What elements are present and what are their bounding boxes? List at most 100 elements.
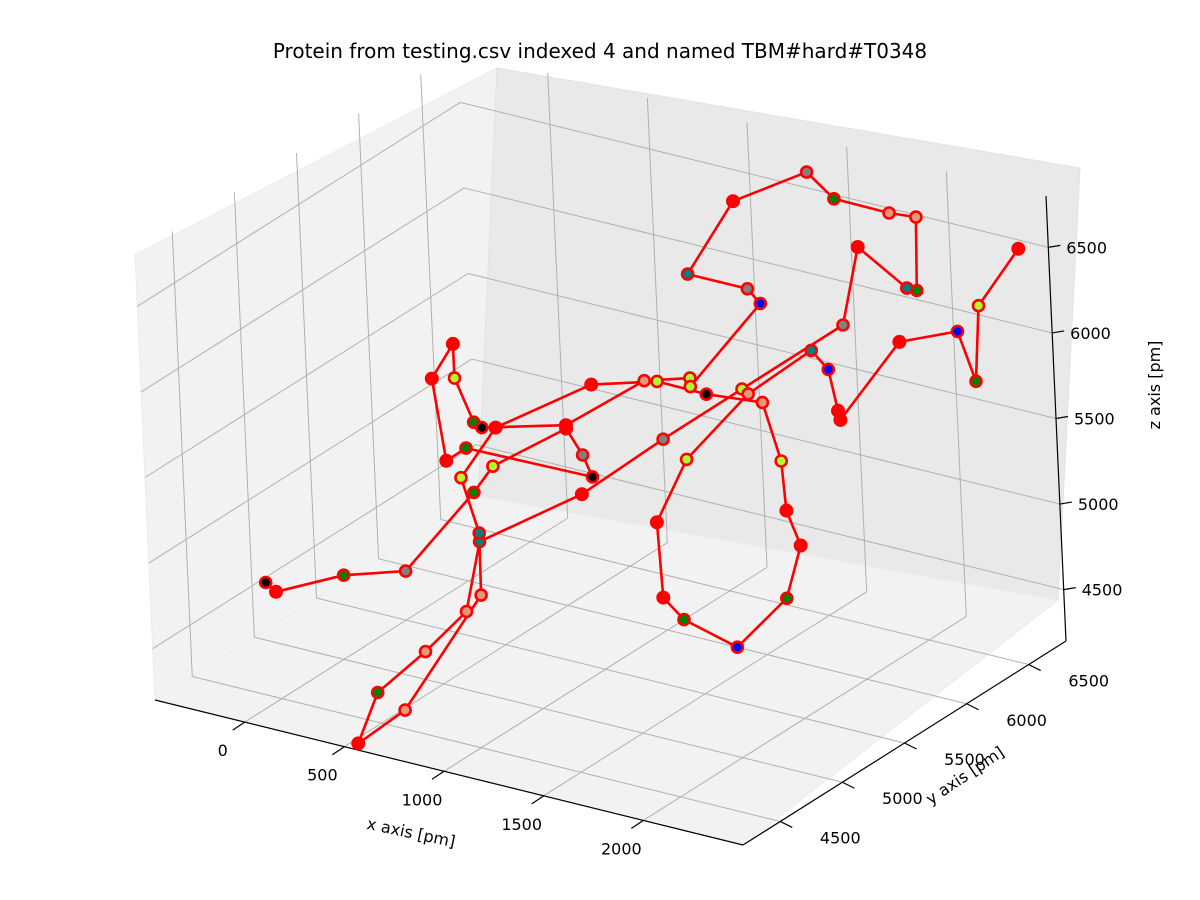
residue-point (680, 267, 695, 281)
residue-point (726, 194, 740, 209)
residue-point (398, 564, 413, 578)
z-tick-label: 6000 (1070, 324, 1111, 343)
residue-point (574, 487, 589, 502)
residue-point (424, 371, 439, 386)
residue-point (474, 420, 489, 435)
residue-point (793, 538, 808, 553)
residue-point (730, 640, 745, 655)
residue-point (804, 343, 819, 358)
residue-point (269, 584, 283, 599)
residue-point (558, 418, 573, 433)
residue-point (1011, 241, 1026, 256)
x-axis-line (154, 699, 744, 846)
x-tick-label: 1500 (501, 815, 542, 834)
residue-point (467, 485, 481, 500)
residue-point (741, 387, 756, 401)
residue-point (488, 420, 503, 435)
z-tick-mark (1059, 501, 1072, 505)
residue-point (486, 459, 500, 474)
residue-point (585, 470, 600, 484)
y-tick-mark (842, 781, 855, 789)
residue-point (850, 240, 865, 254)
chart-title: Protein from testing.csv indexed 4 and n… (273, 39, 927, 63)
z-grid-left (137, 101, 461, 307)
z-tick-label: 5000 (1078, 495, 1119, 514)
y-tick-mark (966, 703, 979, 711)
residue-point (439, 453, 454, 468)
residue-point (336, 568, 351, 583)
residue-point (445, 336, 460, 351)
z-axis-label: z axis [pm] (1145, 341, 1164, 430)
z-grid-back (460, 101, 1049, 248)
z-grid-back (467, 273, 1057, 419)
y-tick-mark (1028, 664, 1041, 672)
residue-point (637, 373, 652, 388)
z-grid-back (464, 187, 1053, 334)
x-axis-label: x axis [pm] (365, 814, 457, 851)
residue-point (677, 612, 691, 627)
residue-point (472, 526, 487, 540)
residue-point (833, 412, 848, 427)
z-tick-mark (1063, 587, 1076, 591)
y-tick-label: 6500 (1068, 672, 1109, 691)
y-grid-floor (378, 558, 967, 705)
z-grid-left (148, 358, 473, 564)
residue-point (753, 296, 768, 311)
residue-point (971, 298, 986, 313)
residue-point (474, 588, 488, 602)
x-tick-mark (332, 746, 345, 756)
x-tick-label: 0 (218, 741, 228, 760)
x-tick-label: 500 (307, 766, 338, 785)
residue-point (418, 644, 433, 659)
residue-point (656, 590, 671, 605)
residue-point (575, 448, 590, 462)
z-tick-label: 6500 (1066, 238, 1107, 257)
residue-point (892, 334, 907, 349)
z-grid-back (475, 444, 1064, 591)
residue-point (649, 515, 664, 530)
y-tick-mark (780, 820, 793, 828)
residue-point (454, 470, 468, 485)
residue-point (656, 432, 670, 447)
residue-point (459, 604, 474, 619)
residue-point (370, 685, 385, 700)
y-grid-floor (316, 597, 905, 744)
residue-point (755, 395, 770, 410)
y-grid-floor (440, 519, 1029, 666)
residue-point (969, 374, 983, 389)
grid-lines (137, 73, 1064, 822)
x-tick-label: 1000 (402, 790, 443, 809)
residue-point (909, 210, 923, 224)
residue-point (827, 192, 841, 206)
z-grid-back (471, 358, 1060, 505)
residue-point (779, 591, 794, 606)
residue-point (774, 454, 789, 468)
y-tick-label: 6000 (1006, 711, 1047, 730)
y-tick-mark (904, 742, 917, 750)
residue-point (683, 379, 698, 394)
residue-point (882, 206, 896, 220)
tick-labels: 0 500 1000 1500 2000 4500 5000 5500 6000 6500 4500… (218, 238, 1123, 858)
x-tick-mark (431, 770, 445, 780)
residue-point (836, 318, 850, 332)
residue-point (950, 324, 965, 339)
residue-point (459, 441, 473, 455)
residue-point (650, 374, 664, 389)
residue-point (699, 387, 714, 402)
z-grid-left (140, 187, 465, 393)
y-tick-label: 5500 (944, 750, 985, 769)
x-tick-label: 2000 (601, 839, 642, 858)
residue-point (740, 281, 755, 296)
residue-point (351, 736, 366, 751)
y-grid-floor (254, 636, 843, 783)
x-tick-mark (531, 795, 545, 805)
z-tick-label: 5500 (1074, 410, 1115, 429)
residue-markers (258, 165, 1026, 751)
z-tick-label: 4500 (1082, 581, 1123, 600)
z-tick-mark (1052, 330, 1065, 334)
residue-point (821, 362, 836, 377)
z-tick-mark (1048, 244, 1061, 248)
residue-point (398, 703, 412, 717)
residue-point (779, 503, 794, 518)
